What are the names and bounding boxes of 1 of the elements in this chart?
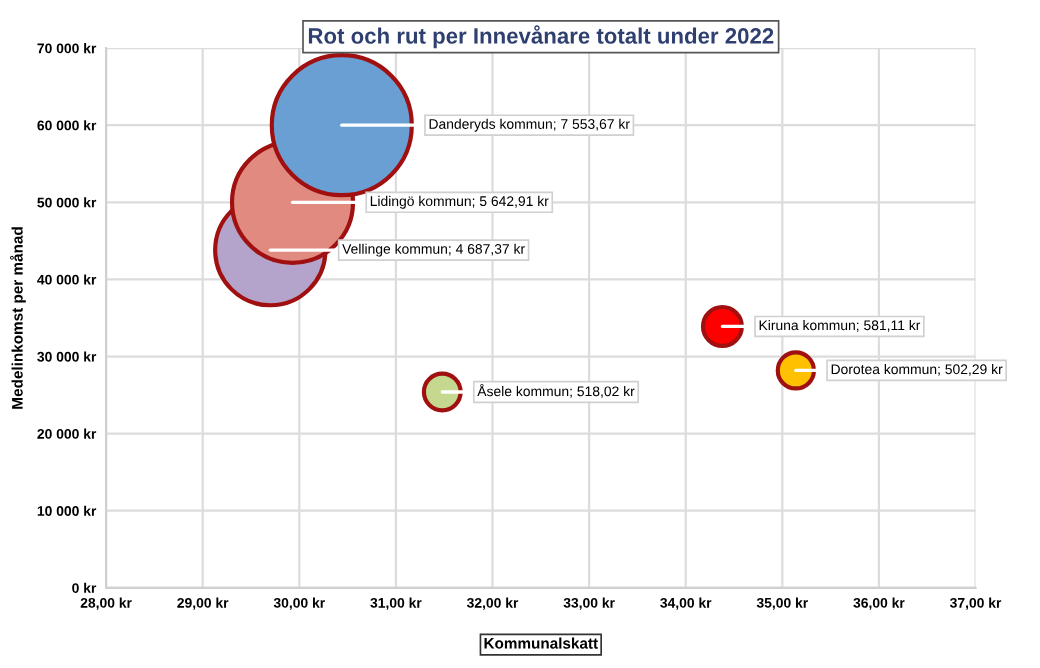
chart-title: Rot och rut per Innevånare totalt under 2022 <box>308 25 774 49</box>
